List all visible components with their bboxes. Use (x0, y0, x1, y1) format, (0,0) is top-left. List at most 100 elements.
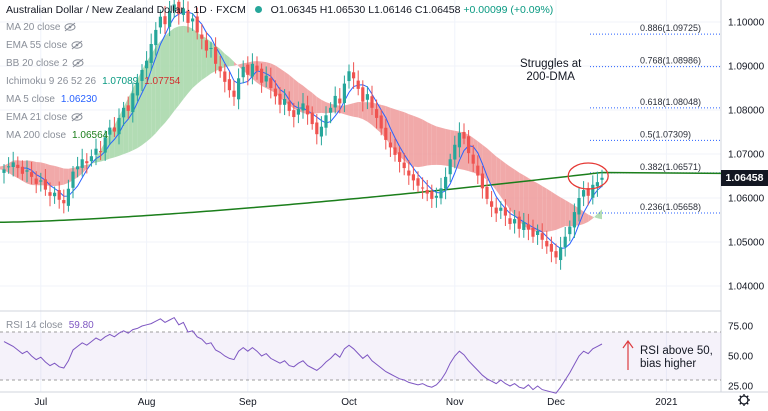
candle-body (526, 224, 530, 230)
candle-body (287, 101, 291, 111)
candle-body (99, 151, 103, 153)
candle-body (388, 142, 392, 148)
candle-body (241, 66, 245, 78)
cloud-segment (597, 209, 602, 220)
rsi-tick-label: 50.00 (728, 352, 753, 363)
candle-body (338, 98, 342, 104)
candle-body (462, 131, 466, 139)
indicator-item[interactable]: MA 5 close 1.06230 (6, 94, 97, 105)
candle-body (48, 192, 52, 196)
indicator-value-2: 1.07754 (144, 76, 181, 87)
candle-body (416, 178, 420, 186)
candle-body (453, 144, 457, 160)
candle-body (310, 112, 314, 125)
candle-body (407, 170, 411, 176)
indicator-label: EMA 55 close (6, 40, 68, 51)
hidden-eye-icon[interactable] (71, 40, 83, 50)
price-tick-label: 1.05000 (728, 238, 765, 249)
ohlc-change: +0.00099 (+0.09%) (463, 4, 554, 16)
rsi-legend-value: 59.80 (68, 320, 94, 331)
candle-body (600, 177, 604, 180)
cloud-segment (63, 168, 69, 185)
price-tick-label: 1.06000 (728, 194, 765, 205)
candle-body (467, 136, 471, 154)
fib-label: 0.236(1.05658) (640, 202, 701, 212)
candle-body (154, 29, 158, 46)
indicator-item[interactable]: MA 200 close 1.06564 (6, 130, 108, 141)
candle-body (503, 207, 507, 216)
cloud-segment (96, 149, 101, 163)
candle-body (11, 162, 15, 167)
rsi-arrow-head (622, 339, 634, 349)
time-axis: Jul Aug Sep Oct Nov Dec 2021 (34, 394, 750, 408)
candle-body (356, 80, 360, 89)
cloud-segment (178, 25, 184, 106)
candle-body (16, 164, 20, 169)
candle-body (2, 169, 6, 173)
candle-body (296, 109, 300, 115)
last-price-tag: 1.06458 (721, 169, 768, 186)
candle-body (425, 189, 429, 194)
cloud-segment (496, 156, 501, 197)
cloud-segment (431, 124, 437, 166)
annotation-200dma: Struggles at 200-DMA (520, 58, 581, 84)
candle-body (85, 161, 89, 164)
hidden-eye-icon[interactable] (71, 112, 83, 122)
candle-body (53, 192, 57, 197)
gear-icon-tooth (739, 395, 742, 398)
ma200-line (0, 171, 722, 223)
candle-body (255, 65, 259, 71)
candle-body (218, 66, 222, 72)
candle-body (522, 222, 526, 230)
candle-body (172, 4, 176, 11)
candle-body (591, 184, 595, 198)
candle-body (471, 154, 475, 164)
candle-body (209, 47, 213, 49)
indicator-item[interactable]: EMA 55 close (6, 40, 83, 51)
cloud-segment (349, 103, 354, 117)
cloud-segment (188, 26, 193, 94)
cloud-segment (583, 211, 589, 225)
indicator-item[interactable]: Ichimoku 9 26 52 26 1.07089 1.07754 (6, 76, 180, 87)
cloud-segment (165, 31, 170, 123)
candle-body (306, 105, 310, 115)
candle-body (582, 190, 586, 197)
time-tick-label: 2021 (655, 397, 678, 408)
candle-body (264, 75, 268, 82)
cloud-segment (482, 144, 487, 180)
cloud-segment (174, 26, 179, 111)
cloud-segment (280, 68, 285, 102)
fib-label: 0.886(1.09725) (640, 23, 701, 33)
candle-body (71, 171, 75, 188)
candle-body (227, 79, 231, 91)
gear-icon-tooth (739, 402, 742, 405)
cloud-segment (436, 126, 441, 165)
candle-body (66, 188, 70, 206)
hidden-eye-icon[interactable] (72, 58, 84, 68)
candle-body (186, 10, 190, 23)
cloud-segment (169, 28, 175, 118)
cloud-segment (339, 105, 345, 115)
indicator-item[interactable]: BB 20 close 2 (6, 58, 84, 69)
cloud-segment (293, 78, 299, 111)
hidden-eye-icon[interactable] (64, 22, 76, 32)
candle-body (103, 137, 107, 153)
candle-body (57, 190, 61, 200)
candle-body (204, 40, 208, 51)
cloud-segment (445, 128, 451, 167)
indicator-item[interactable]: EMA 21 close (6, 112, 83, 123)
cloud-segment (404, 112, 409, 165)
candle-body (117, 117, 121, 135)
cloud-segment (519, 172, 524, 226)
candle-body (315, 122, 319, 135)
cloud-segment (321, 99, 326, 114)
price-tick-label: 1.04000 (728, 282, 765, 293)
annotation-200dma-text: Struggles at 200-DMA (520, 58, 582, 83)
rsi-legend-title: RSI 14 close (6, 320, 63, 331)
indicator-item[interactable]: MA 20 close (6, 22, 76, 33)
candle-body (352, 72, 356, 79)
fib-label: 0.382(1.06571) (640, 162, 701, 172)
cloud-segment (546, 188, 552, 232)
candle-body (379, 115, 383, 129)
